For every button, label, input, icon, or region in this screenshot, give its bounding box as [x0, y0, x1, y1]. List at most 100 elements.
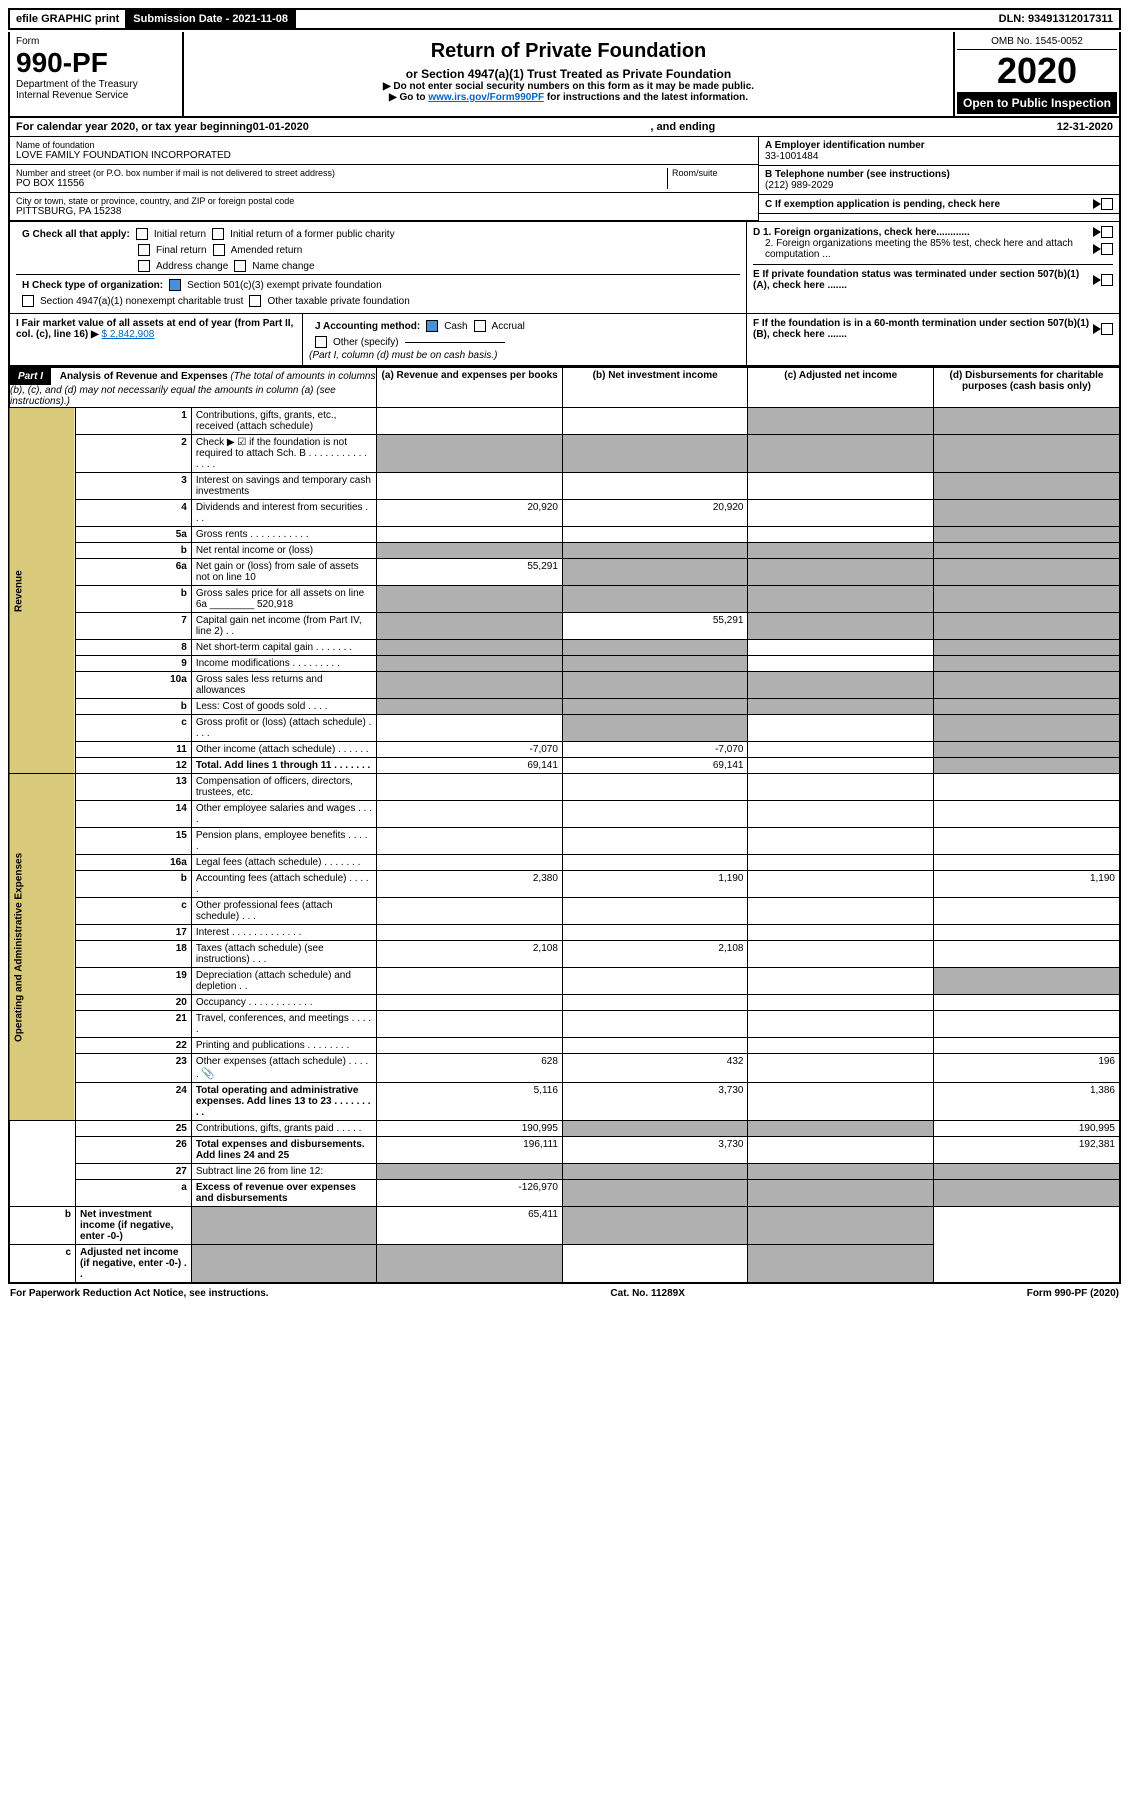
c-checkbox[interactable]	[1101, 198, 1113, 210]
cell-a	[377, 543, 563, 559]
cell-b	[562, 527, 748, 543]
cell-c	[748, 758, 934, 774]
top-bar: efile GRAPHIC print Submission Date - 20…	[8, 8, 1121, 30]
table-row: 11Other income (attach schedule) . . . .…	[9, 742, 1120, 758]
footer-mid: Cat. No. 11289X	[610, 1288, 684, 1299]
g-name-checkbox[interactable]	[234, 260, 246, 272]
addr-label: Number and street (or P.O. box number if…	[16, 168, 667, 178]
row-number: 9	[76, 656, 192, 672]
row-desc: Dividends and interest from securities .…	[191, 500, 377, 527]
phone: (212) 989-2029	[765, 180, 1113, 191]
cell-a	[377, 855, 563, 871]
g-initial-former-checkbox[interactable]	[212, 228, 224, 240]
name-label: Name of foundation	[16, 140, 752, 150]
table-row: bNet rental income or (loss)	[9, 543, 1120, 559]
cell-c	[748, 1180, 934, 1207]
h-501c3-checkbox[interactable]	[169, 279, 181, 291]
g-address-checkbox[interactable]	[138, 260, 150, 272]
cell-b	[562, 543, 748, 559]
cell-c	[748, 828, 934, 855]
cell-c	[748, 1011, 934, 1038]
cell-a	[377, 408, 563, 435]
room-label: Room/suite	[672, 168, 752, 178]
table-row: 23Other expenses (attach schedule) . . .…	[9, 1054, 1120, 1083]
j-accrual-checkbox[interactable]	[474, 320, 486, 332]
d1-checkbox[interactable]	[1101, 226, 1113, 238]
row-number: 22	[76, 1038, 192, 1054]
cell-b: 65,411	[377, 1207, 563, 1245]
row-number: 7	[76, 613, 192, 640]
cell-ds	[934, 435, 1121, 473]
table-row: Operating and Administrative Expenses13C…	[9, 774, 1120, 801]
cell-c	[748, 656, 934, 672]
cell-ds	[934, 995, 1121, 1011]
cell-b	[562, 995, 748, 1011]
cell-a	[377, 898, 563, 925]
cell-a: 196,111	[377, 1137, 563, 1164]
cell-c	[748, 1038, 934, 1054]
cell-b	[562, 559, 748, 586]
cell-b	[562, 672, 748, 699]
side-revenue: Revenue	[9, 408, 76, 774]
e-checkbox[interactable]	[1101, 274, 1113, 286]
j-cash-checkbox[interactable]	[426, 320, 438, 332]
row-number: b	[9, 1207, 76, 1245]
cell-b	[562, 828, 748, 855]
row-desc: Other income (attach schedule) . . . . .…	[191, 742, 377, 758]
cell-c	[748, 672, 934, 699]
form-number: 990-PF	[16, 47, 176, 79]
side-expenses: Operating and Administrative Expenses	[9, 774, 76, 1121]
identity-block: For calendar year 2020, or tax year begi…	[8, 118, 1121, 367]
table-row: 25Contributions, gifts, grants paid . . …	[9, 1121, 1120, 1137]
attachment-icon[interactable]: 📎	[201, 1067, 215, 1080]
table-row: 2Check ▶ ☑ if the foundation is not requ…	[9, 435, 1120, 473]
cell-ds	[934, 801, 1121, 828]
g-final-checkbox[interactable]	[138, 244, 150, 256]
cell-a: 2,108	[377, 941, 563, 968]
g-row: G Check all that apply: Initial return I…	[16, 226, 740, 242]
row-desc: Interest . . . . . . . . . . . . .	[191, 925, 377, 941]
cell-c	[562, 1207, 748, 1245]
cell-b	[377, 1245, 563, 1284]
cell-b	[562, 1038, 748, 1054]
row-desc: Subtract line 26 from line 12:	[191, 1164, 377, 1180]
row-desc: Income modifications . . . . . . . . .	[191, 656, 377, 672]
cell-b: -7,070	[562, 742, 748, 758]
cell-c	[748, 925, 934, 941]
cell-a	[377, 672, 563, 699]
row-number: 16a	[76, 855, 192, 871]
h-other-checkbox[interactable]	[249, 295, 261, 307]
cell-c	[748, 527, 934, 543]
f-checkbox[interactable]	[1101, 323, 1113, 335]
g-amended-checkbox[interactable]	[213, 244, 225, 256]
row-desc: Pension plans, employee benefits . . . .…	[191, 828, 377, 855]
cell-b	[562, 640, 748, 656]
d2-checkbox[interactable]	[1101, 243, 1113, 255]
cell-ds	[934, 543, 1121, 559]
row-desc: Net short-term capital gain . . . . . . …	[191, 640, 377, 656]
cell-ds	[748, 1207, 934, 1245]
row-desc: Check ▶ ☑ if the foundation is not requi…	[191, 435, 377, 473]
cell-ds	[934, 715, 1121, 742]
row-desc: Excess of revenue over expenses and disb…	[191, 1180, 377, 1207]
open-public: Open to Public Inspection	[957, 92, 1117, 114]
j-other-checkbox[interactable]	[315, 336, 327, 348]
row-number: 20	[76, 995, 192, 1011]
form-label: Form	[16, 36, 176, 47]
table-row: 19Depreciation (attach schedule) and dep…	[9, 968, 1120, 995]
fmv-value[interactable]: $ 2,842,908	[102, 329, 155, 340]
irs-link[interactable]: www.irs.gov/Form990PF	[428, 92, 544, 103]
g-initial-checkbox[interactable]	[136, 228, 148, 240]
row-number: 12	[76, 758, 192, 774]
row-desc: Net rental income or (loss)	[191, 543, 377, 559]
cell-a	[377, 586, 563, 613]
cell-c	[748, 1083, 934, 1121]
h-4947-checkbox[interactable]	[22, 295, 34, 307]
row-number: 21	[76, 1011, 192, 1038]
table-row: 6aNet gain or (loss) from sale of assets…	[9, 559, 1120, 586]
ein-label: A Employer identification number	[765, 140, 1113, 151]
dept-1: Department of the Treasury	[16, 79, 176, 90]
cell-b	[562, 1121, 748, 1137]
footer-left: For Paperwork Reduction Act Notice, see …	[10, 1288, 269, 1299]
ein: 33-1001484	[765, 151, 1113, 162]
